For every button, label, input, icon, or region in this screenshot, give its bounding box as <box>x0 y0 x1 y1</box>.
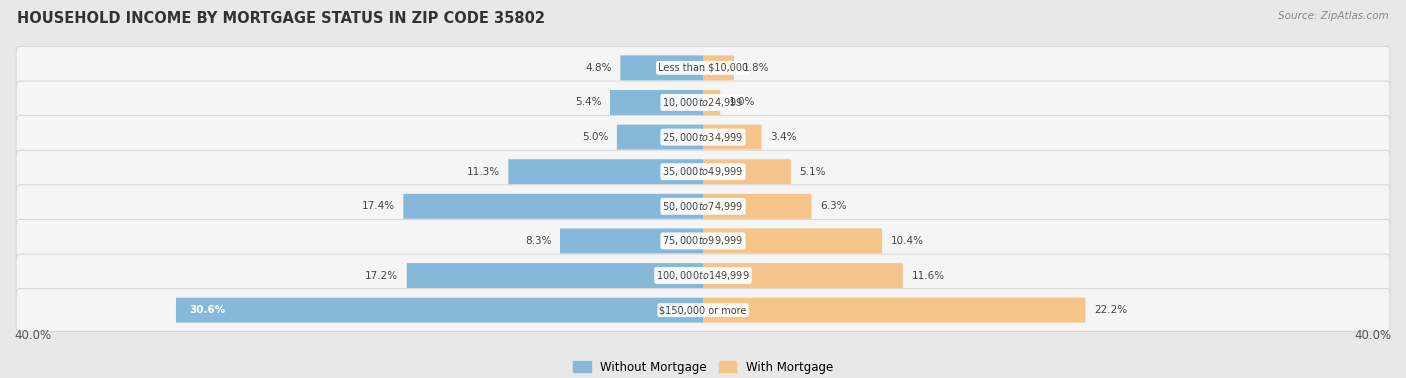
FancyBboxPatch shape <box>15 220 1391 262</box>
Text: 5.4%: 5.4% <box>575 98 602 107</box>
Text: 5.0%: 5.0% <box>582 132 609 142</box>
Text: 8.3%: 8.3% <box>524 236 551 246</box>
Text: 11.3%: 11.3% <box>467 167 499 177</box>
FancyBboxPatch shape <box>703 263 903 288</box>
Text: 5.1%: 5.1% <box>800 167 825 177</box>
Text: $10,000 to $24,999: $10,000 to $24,999 <box>662 96 744 109</box>
Text: 17.2%: 17.2% <box>366 271 398 280</box>
Text: 40.0%: 40.0% <box>1355 329 1392 342</box>
Text: 6.3%: 6.3% <box>820 201 846 211</box>
FancyBboxPatch shape <box>617 125 703 150</box>
Text: 17.4%: 17.4% <box>361 201 395 211</box>
FancyBboxPatch shape <box>15 46 1391 89</box>
FancyBboxPatch shape <box>703 298 1085 322</box>
FancyBboxPatch shape <box>703 56 734 80</box>
Text: $50,000 to $74,999: $50,000 to $74,999 <box>662 200 744 213</box>
FancyBboxPatch shape <box>703 90 720 115</box>
FancyBboxPatch shape <box>509 159 703 184</box>
FancyBboxPatch shape <box>560 228 703 253</box>
Text: 3.4%: 3.4% <box>770 132 797 142</box>
FancyBboxPatch shape <box>15 81 1391 124</box>
Text: 40.0%: 40.0% <box>14 329 51 342</box>
Text: Source: ZipAtlas.com: Source: ZipAtlas.com <box>1278 11 1389 21</box>
FancyBboxPatch shape <box>15 254 1391 297</box>
Text: 10.4%: 10.4% <box>891 236 924 246</box>
FancyBboxPatch shape <box>15 185 1391 228</box>
Text: 30.6%: 30.6% <box>190 305 226 315</box>
Legend: Without Mortgage, With Mortgage: Without Mortgage, With Mortgage <box>568 356 838 378</box>
FancyBboxPatch shape <box>610 90 703 115</box>
FancyBboxPatch shape <box>703 228 882 253</box>
Text: 1.8%: 1.8% <box>742 63 769 73</box>
FancyBboxPatch shape <box>406 263 703 288</box>
Text: 1.0%: 1.0% <box>728 98 755 107</box>
FancyBboxPatch shape <box>620 56 703 80</box>
Text: 22.2%: 22.2% <box>1094 305 1128 315</box>
FancyBboxPatch shape <box>703 159 790 184</box>
Text: $150,000 or more: $150,000 or more <box>659 305 747 315</box>
FancyBboxPatch shape <box>15 289 1391 332</box>
Text: $75,000 to $99,999: $75,000 to $99,999 <box>662 234 744 248</box>
FancyBboxPatch shape <box>703 194 811 219</box>
FancyBboxPatch shape <box>176 298 703 322</box>
Text: $25,000 to $34,999: $25,000 to $34,999 <box>662 130 744 144</box>
Text: $100,000 to $149,999: $100,000 to $149,999 <box>657 269 749 282</box>
FancyBboxPatch shape <box>404 194 703 219</box>
Text: HOUSEHOLD INCOME BY MORTGAGE STATUS IN ZIP CODE 35802: HOUSEHOLD INCOME BY MORTGAGE STATUS IN Z… <box>17 11 546 26</box>
Text: 4.8%: 4.8% <box>585 63 612 73</box>
FancyBboxPatch shape <box>15 116 1391 158</box>
Text: Less than $10,000: Less than $10,000 <box>658 63 748 73</box>
FancyBboxPatch shape <box>703 125 762 150</box>
Text: $35,000 to $49,999: $35,000 to $49,999 <box>662 165 744 178</box>
Text: 11.6%: 11.6% <box>911 271 945 280</box>
FancyBboxPatch shape <box>15 150 1391 193</box>
